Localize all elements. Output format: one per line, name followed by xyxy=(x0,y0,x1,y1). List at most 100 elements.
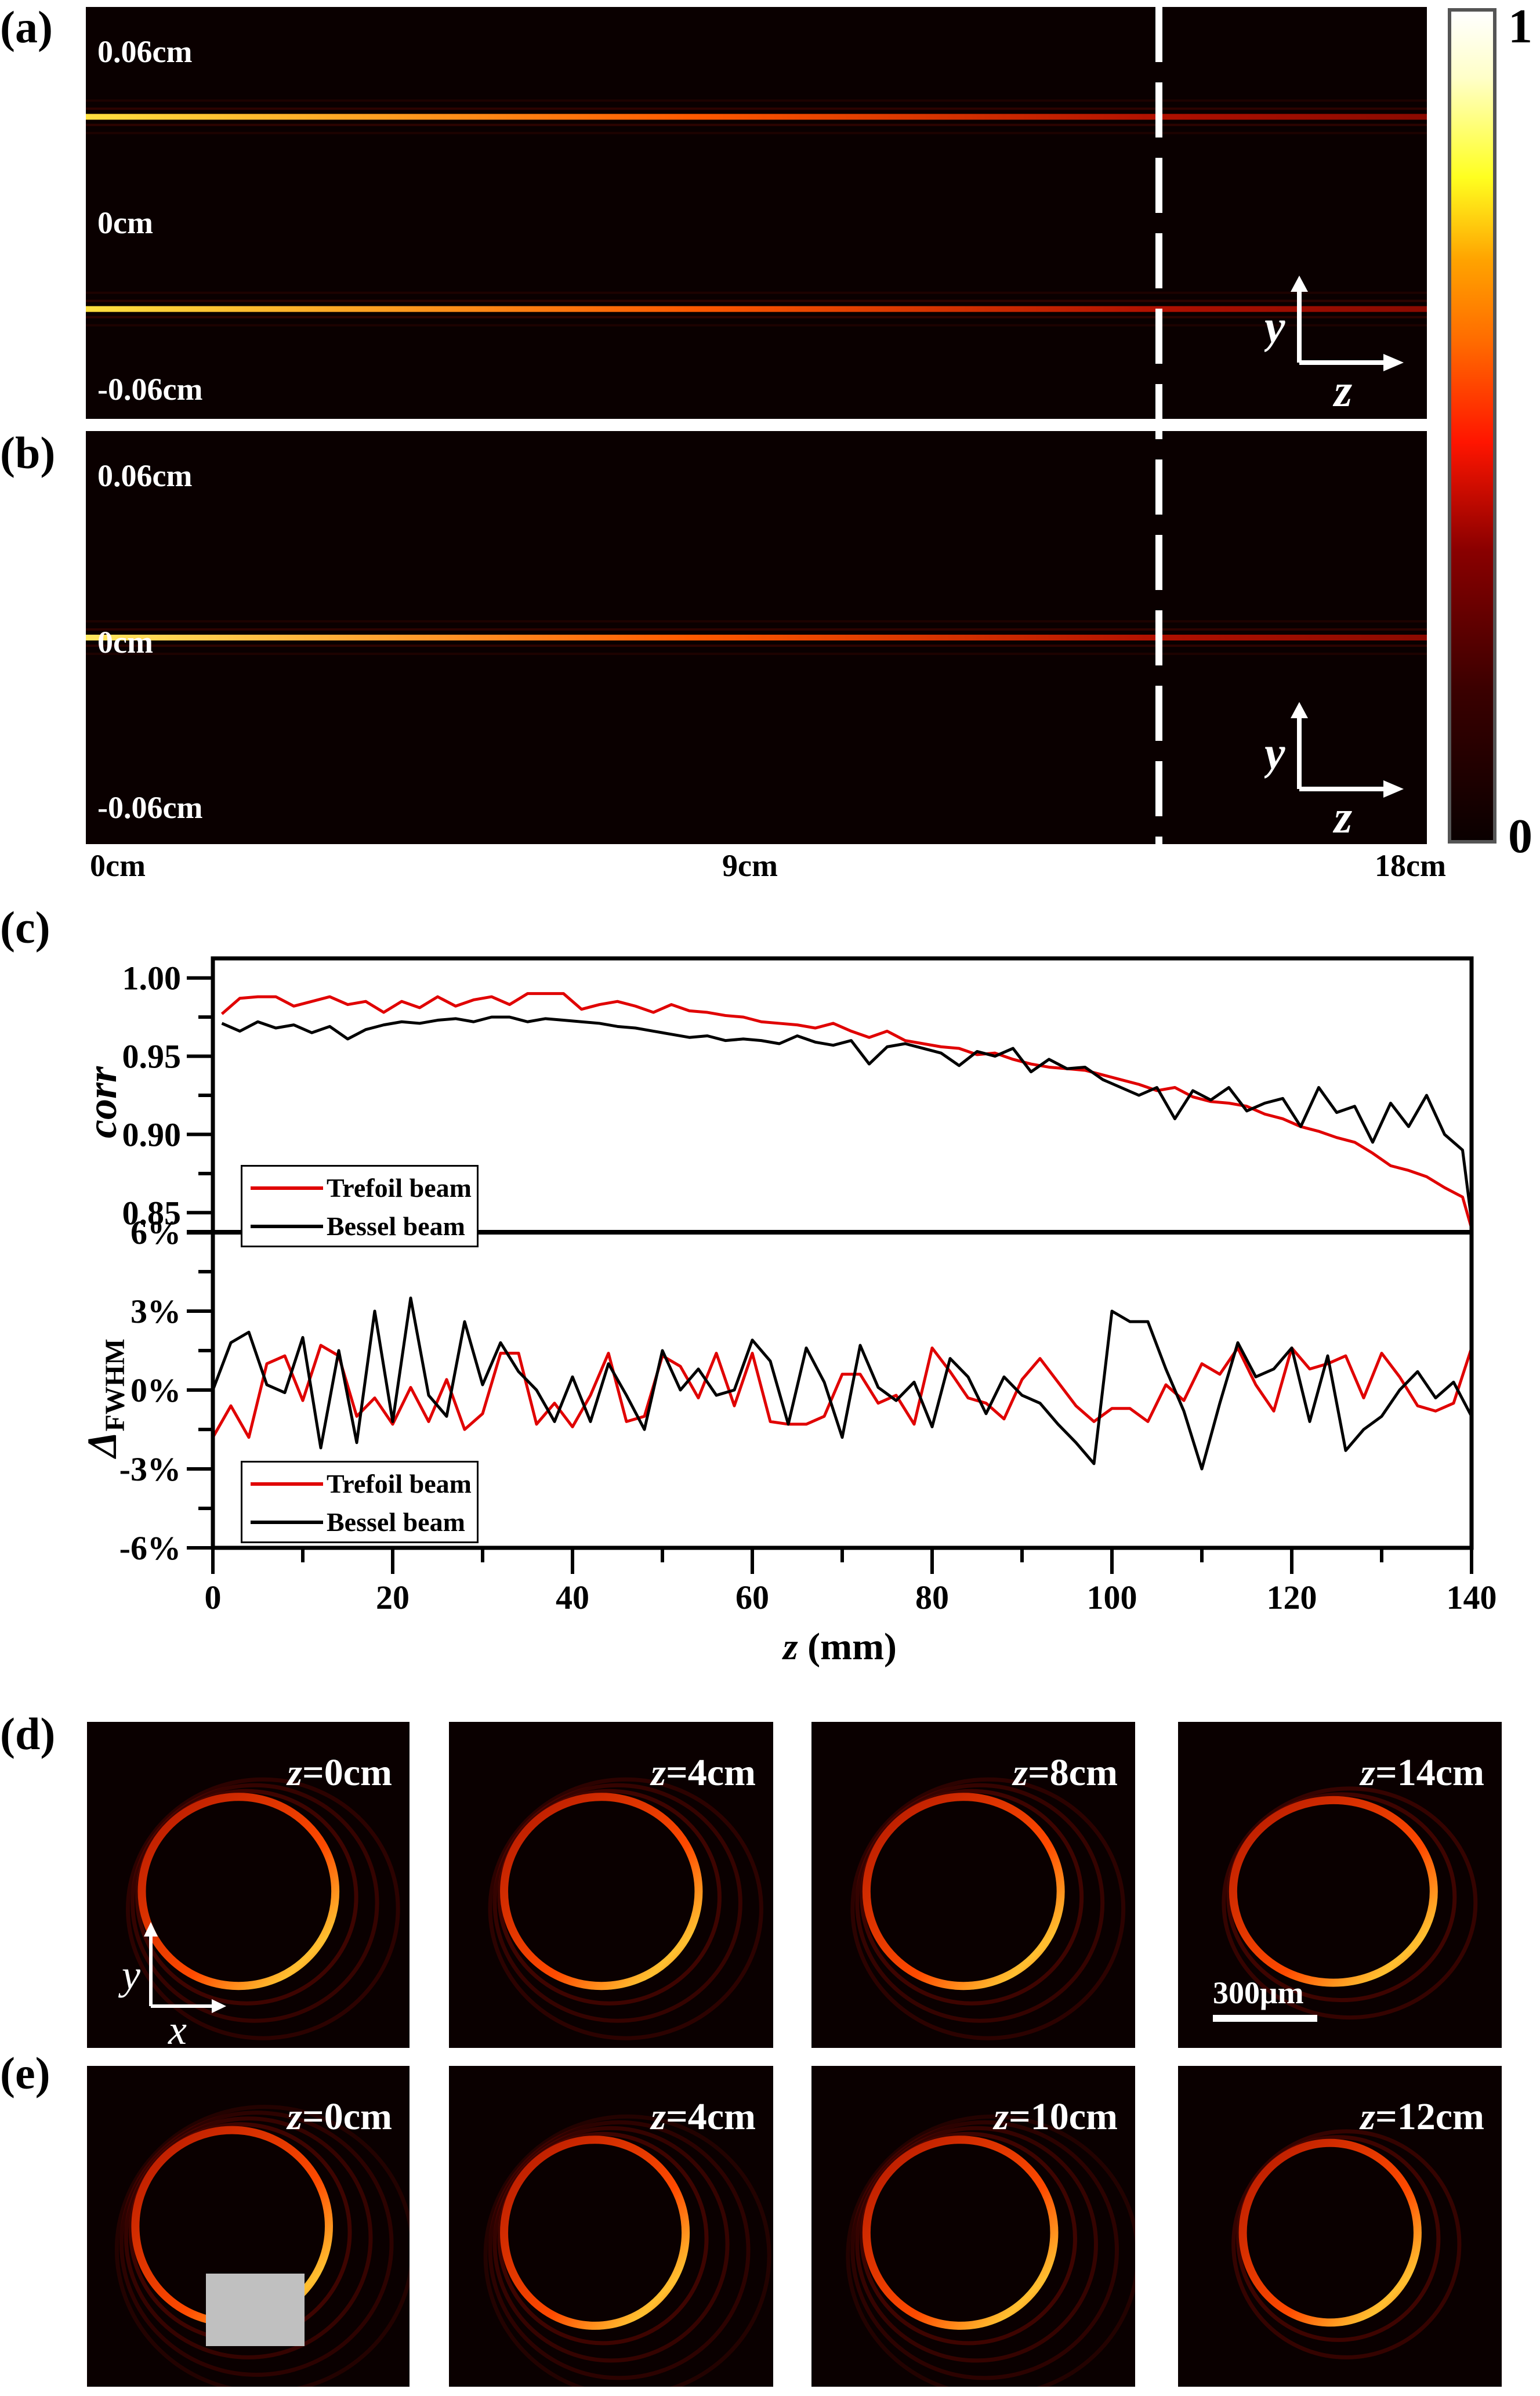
main-ring xyxy=(500,2136,690,2330)
beam-profile-e-2: z=10cm xyxy=(811,2066,1135,2387)
outer-ring xyxy=(135,1789,358,2006)
z-value: =0cm xyxy=(302,2095,392,2138)
panel-label-a: (a) xyxy=(0,2,53,52)
heat-main-lobe xyxy=(86,306,1427,312)
ring-image xyxy=(1222,1786,1478,2020)
beam-profile-e-1: z=4cm xyxy=(449,2066,773,2387)
outer-ring xyxy=(488,1777,763,2040)
dash-segment xyxy=(1155,459,1162,515)
main-ring xyxy=(137,1793,340,1990)
heat-sidelobe xyxy=(86,324,1427,327)
dash-segment xyxy=(1155,535,1162,590)
z-position-label: z=0cm xyxy=(287,2098,392,2136)
z-symbol: z xyxy=(651,1751,666,1794)
x-tick-label: 20 xyxy=(376,1579,410,1616)
outer-ring xyxy=(850,1777,1126,2040)
axis-label-z: z xyxy=(1332,792,1352,843)
z-value: =12cm xyxy=(1375,2095,1484,2138)
legend-label-bessel: Bessel beam xyxy=(327,1211,465,1241)
occlusion-box xyxy=(206,2274,305,2346)
corr-y-tick-label: 1.00 xyxy=(122,960,182,997)
heatmap-b-canvas xyxy=(86,620,1427,655)
y-tick-bottom: -0.06cm xyxy=(97,790,203,825)
beam-profile-e-3: z=12cm xyxy=(1178,2066,1502,2387)
dash-segment xyxy=(1155,7,1162,62)
corr-y-tick-label: 0.90 xyxy=(122,1116,182,1153)
heat-main-lobe xyxy=(86,635,1427,640)
outer-ring xyxy=(483,2114,771,2387)
outer-ring xyxy=(855,2126,1098,2363)
x-axis-label: z (mm) xyxy=(782,1626,897,1668)
ring-image xyxy=(126,1777,400,2040)
scale-bar-label: 300μm xyxy=(1213,1975,1304,2010)
dash-segment xyxy=(1155,761,1162,816)
outer-ring xyxy=(131,1783,379,2023)
heat-sidelobe xyxy=(86,653,1427,655)
z-symbol: z xyxy=(1360,1751,1376,1794)
heat-sidelobe xyxy=(86,291,1427,294)
beam-profile-d-3: z=14cm 300μm xyxy=(1178,1722,1502,2048)
outer-ring xyxy=(119,2111,394,2377)
dash-segment xyxy=(1155,610,1162,665)
heat-sidelobe xyxy=(86,132,1427,135)
outer-ring xyxy=(846,2114,1135,2387)
corr-y-tick-label: 0.95 xyxy=(122,1038,182,1076)
x-tick-label: 100 xyxy=(1087,1579,1137,1616)
colorbar xyxy=(1448,8,1496,844)
corr-legend: Trefoil beam Bessel beam xyxy=(241,1165,479,1247)
x-tick-label: 120 xyxy=(1267,1579,1317,1616)
fwhm-series-bessel xyxy=(211,1296,1473,1471)
y-tick-bottom: -0.06cm xyxy=(97,372,203,407)
ring-image xyxy=(846,2114,1135,2387)
colorbar-min-label: 0 xyxy=(1508,809,1532,863)
heatmap-x-tick-18: 18cm xyxy=(1375,848,1446,883)
ring-image xyxy=(483,2114,771,2387)
z-position-label: z=4cm xyxy=(651,1754,756,1792)
outer-ring xyxy=(126,1777,400,2040)
z-position-label: z=4cm xyxy=(651,2098,756,2136)
colorbar-max-label: 1 xyxy=(1508,0,1532,53)
main-ring xyxy=(862,1793,1065,1990)
xy-axes-icon: y x xyxy=(118,1922,226,2047)
corr-series-bessel xyxy=(221,1015,1473,1221)
heat-sidelobe xyxy=(86,124,1427,126)
z-position-label: z=0cm xyxy=(287,1754,392,1792)
dash-segment xyxy=(1155,82,1162,137)
main-ring xyxy=(500,1793,703,1990)
fwhm-y-tick-label: -6% xyxy=(119,1529,181,1567)
scale-bar xyxy=(1213,2015,1317,2022)
plot-frame xyxy=(211,956,1474,1550)
dash-segment xyxy=(1155,384,1162,439)
z-symbol: z xyxy=(287,2095,303,2138)
dash-segment xyxy=(1155,158,1162,213)
heatmap-trefoil-yz: 0.06cm 0cm -0.06cm xyxy=(86,7,1427,419)
outer-ring xyxy=(1231,2129,1462,2359)
yz-axes-icon-a: y z xyxy=(1264,276,1404,417)
outer-ring xyxy=(860,2131,1077,2346)
heat-sidelobe xyxy=(86,620,1427,622)
y-tick-mid: 0cm xyxy=(97,205,153,240)
z-symbol: z xyxy=(994,2095,1009,2138)
main-ring xyxy=(1229,1796,1438,1987)
fwhm-y-axis-label: ΔFWHM xyxy=(79,1338,131,1459)
axis-label-y: y xyxy=(1264,302,1285,353)
dash-segment xyxy=(1155,837,1162,844)
x-tick-label: 140 xyxy=(1447,1579,1497,1616)
ring-image xyxy=(488,1777,763,2040)
legend-swatch-bessel xyxy=(251,1521,323,1524)
panel-label-d: (d) xyxy=(0,1709,56,1759)
x-tick-label: 80 xyxy=(915,1579,949,1616)
legend-item-bessel: Bessel beam xyxy=(251,1212,465,1241)
z-symbol: z xyxy=(651,2095,666,2138)
ring-image xyxy=(1231,2129,1462,2359)
fwhm-legend: Trefoil beam Bessel beam xyxy=(241,1461,479,1543)
x-tick-label: 40 xyxy=(556,1579,589,1616)
heat-sidelobe xyxy=(86,99,1427,102)
heat-main-lobe xyxy=(86,114,1427,120)
fwhm-y-tick-label: 0% xyxy=(131,1371,181,1409)
legend-item-bessel: Bessel beam xyxy=(251,1508,465,1537)
outer-ring xyxy=(492,1783,742,2023)
outer-ring xyxy=(492,2126,730,2363)
legend-item-trefoil: Trefoil beam xyxy=(251,1174,472,1203)
z-symbol: z xyxy=(287,1751,303,1794)
